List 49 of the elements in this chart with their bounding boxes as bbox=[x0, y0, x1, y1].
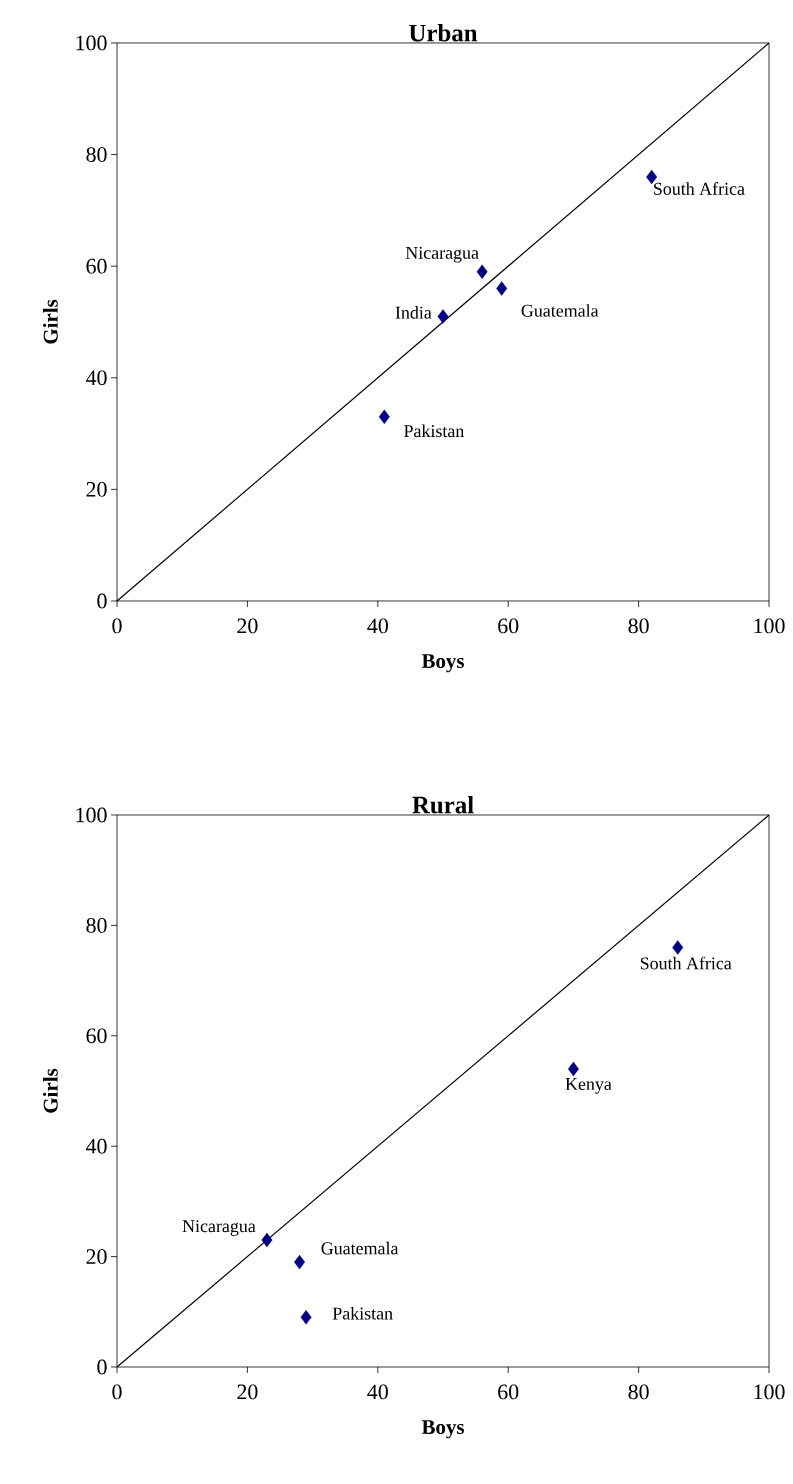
x-tick-label: 100 bbox=[754, 618, 785, 634]
x-axis-title: Boys bbox=[421, 1420, 464, 1439]
x-tick-label: 0 bbox=[112, 618, 122, 634]
x-tick-label: 60 bbox=[498, 618, 519, 634]
y-tick-label: 0 bbox=[97, 1359, 107, 1375]
y-tick-label: 0 bbox=[97, 593, 107, 609]
y-tick-label: 100 bbox=[76, 35, 107, 51]
x-tick-label: 20 bbox=[237, 618, 258, 634]
y-tick-label: 20 bbox=[86, 481, 107, 497]
annotation: Guatemala bbox=[321, 1241, 399, 1255]
x-tick-label: 80 bbox=[628, 1384, 649, 1400]
point bbox=[567, 1061, 579, 1077]
y-tick-label: 80 bbox=[86, 917, 107, 933]
chart-title: Rural bbox=[412, 795, 474, 814]
y-axis-title: Girls bbox=[43, 1068, 58, 1113]
point bbox=[378, 409, 390, 425]
point bbox=[496, 281, 508, 296]
y-tick-label: 40 bbox=[85, 1138, 107, 1154]
annotation: Nicaragua bbox=[182, 1220, 256, 1236]
point bbox=[261, 1232, 273, 1248]
annotation: Nicaragua bbox=[405, 246, 479, 263]
x-tick-label: 0 bbox=[112, 1384, 122, 1400]
y-tick-label: 100 bbox=[76, 807, 107, 823]
point bbox=[300, 1310, 312, 1325]
point bbox=[476, 264, 488, 279]
annotation: India bbox=[395, 306, 432, 319]
y-tick-label: 80 bbox=[86, 147, 107, 162]
x-axis-title: Boys bbox=[421, 654, 464, 673]
y-axis-title: Girls bbox=[43, 299, 58, 344]
y-tick-label: 60 bbox=[86, 1028, 107, 1044]
y-tick-label: 20 bbox=[86, 1249, 107, 1264]
annotation: Pakistan bbox=[332, 1307, 393, 1320]
chart-title: Urban bbox=[409, 23, 478, 42]
annotation: Guatemala bbox=[521, 304, 599, 317]
annotation: Kenya bbox=[565, 1078, 612, 1094]
point bbox=[672, 940, 684, 955]
annotation: South Africa bbox=[654, 182, 745, 195]
x-tick-label: 100 bbox=[754, 1384, 785, 1400]
x-tick-label: 60 bbox=[498, 1384, 519, 1400]
point bbox=[294, 1254, 306, 1270]
annotation: Pakistan bbox=[404, 424, 465, 438]
x-tick-label: 80 bbox=[628, 618, 649, 634]
y-tick-label: 40 bbox=[85, 370, 107, 386]
x-tick-label: 40 bbox=[367, 1384, 388, 1400]
x-tick-label: 20 bbox=[237, 1384, 258, 1400]
x-tick-label: 40 bbox=[367, 618, 388, 634]
y-tick-label: 60 bbox=[86, 258, 107, 274]
point bbox=[437, 309, 449, 324]
annotation: South Africa bbox=[640, 956, 732, 970]
